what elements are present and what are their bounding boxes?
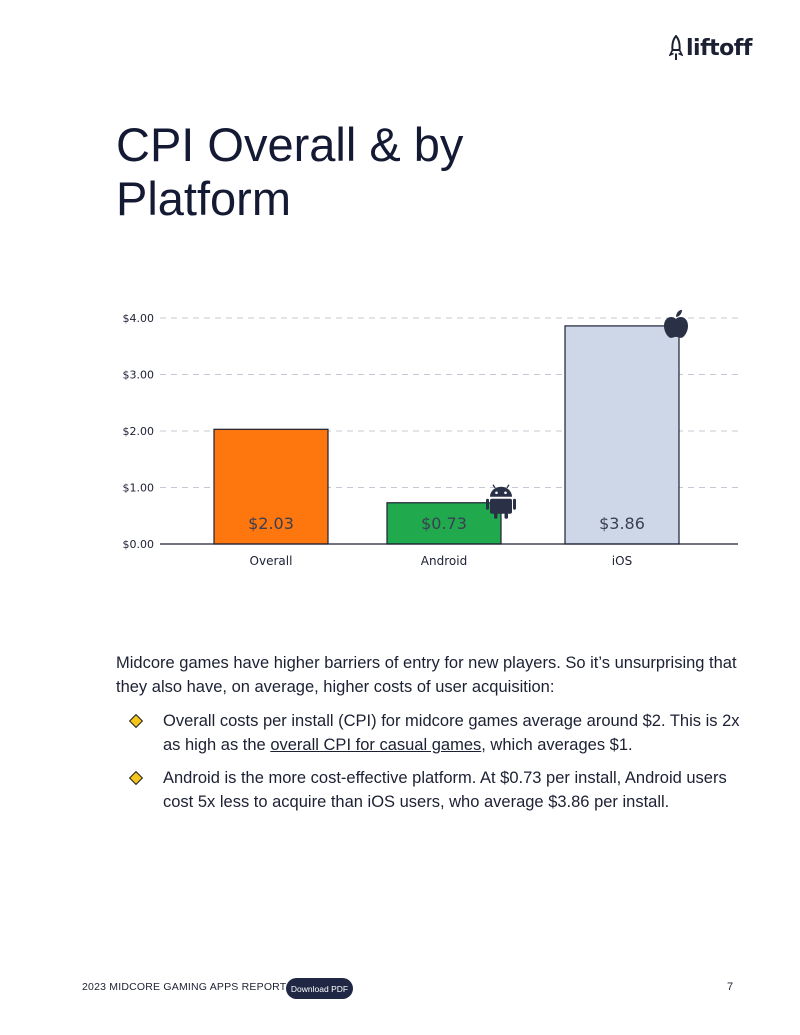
bullet-list: Overall costs per install (CPI) for midc… [128, 709, 749, 823]
y-tick-label: $0.00 [123, 538, 155, 551]
download-pdf-button[interactable]: Download PDF [286, 978, 353, 999]
bar-value-label: $2.03 [248, 514, 294, 533]
logo-text: liftoff [686, 35, 752, 61]
diamond-bullet-icon [128, 713, 144, 729]
casual-games-cpi-link[interactable]: overall CPI for casual games [270, 736, 482, 754]
bar-android [386, 502, 502, 545]
page-title: CPI Overall & by Platform [116, 118, 464, 225]
y-tick-label: $1.00 [123, 482, 155, 495]
android-icon [486, 484, 516, 519]
bar-ios [564, 325, 680, 545]
bullet-item-overall: Overall costs per install (CPI) for midc… [128, 709, 749, 757]
diamond-bullet-icon [128, 770, 144, 786]
x-tick-label: Android [421, 554, 467, 568]
bar-value-label: $0.73 [421, 514, 467, 533]
rocket-icon [669, 35, 683, 60]
y-tick-label: $2.00 [123, 425, 155, 438]
y-tick-label: $4.00 [123, 312, 155, 325]
liftoff-logo: liftoff [669, 34, 752, 62]
bar-value-label: $3.86 [599, 514, 645, 533]
bullet-text-after-link: , which averages $1. [481, 736, 633, 754]
bar-overall [213, 428, 329, 545]
x-tick-label: Overall [250, 554, 293, 568]
bullet-text: Android is the more cost-effective platf… [163, 769, 727, 811]
intro-paragraph: Midcore games have higher barriers of en… [116, 654, 737, 696]
page-number: 7 [727, 981, 734, 993]
x-tick-label: iOS [612, 554, 632, 568]
y-tick-label: $3.00 [123, 369, 155, 382]
cpi-bar-chart: $0.00 $1.00 $2.00 $3.00 $4.00 $2.03 Overall $0.… [123, 309, 738, 568]
bullet-text-before-link: Overall costs per install (CPI) for midc… [163, 712, 740, 754]
apple-icon [664, 309, 688, 338]
bullet-item-android: Android is the more cost-effective platf… [128, 766, 749, 814]
report-name: 2023 MIDCORE GAMING APPS REPORT [82, 981, 287, 993]
